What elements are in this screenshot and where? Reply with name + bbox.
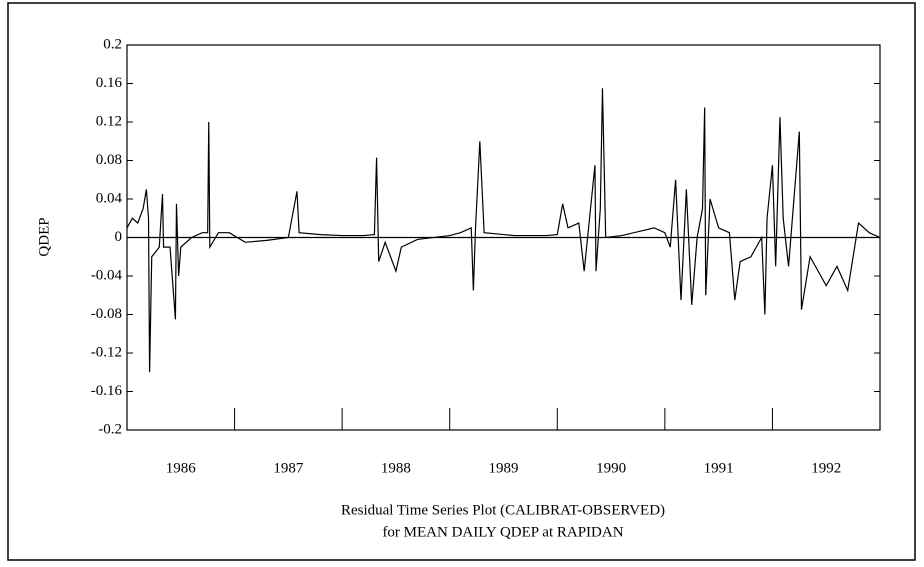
- y-tick-label: 0.04: [96, 190, 123, 206]
- y-tick-label: 0.08: [96, 152, 122, 168]
- y-tick-label: -0.16: [91, 383, 123, 399]
- series-line: [126, 88, 881, 373]
- y-axis-label: QDEP: [36, 217, 52, 256]
- x-tick-label: 1986: [166, 460, 197, 476]
- x-tick-label: 1991: [704, 460, 734, 476]
- x-tick-label: 1987: [273, 460, 304, 476]
- y-tick-label: 0.2: [103, 36, 122, 52]
- y-tick-label: 0.12: [96, 113, 122, 129]
- x-axis-label: Residual Time Series Plot (CALIBRAT-OBSE…: [341, 502, 665, 518]
- frame: [7, 2, 916, 561]
- x-tick-label: 1992: [811, 460, 841, 476]
- x-tick-label: 1990: [596, 460, 626, 476]
- y-tick-label: -0.08: [91, 306, 122, 322]
- y-tick-label: 0.16: [96, 75, 123, 91]
- y-tick-label: -0.12: [91, 344, 122, 360]
- y-tick-label: -0.2: [98, 421, 122, 437]
- x-tick-label: 1988: [381, 460, 411, 476]
- y-tick-label: -0.04: [91, 267, 123, 283]
- x-axis-label: for MEAN DAILY QDEP at RAPIDAN: [382, 524, 623, 540]
- x-tick-label: 1989: [489, 460, 519, 476]
- y-tick-label: 0: [115, 229, 123, 245]
